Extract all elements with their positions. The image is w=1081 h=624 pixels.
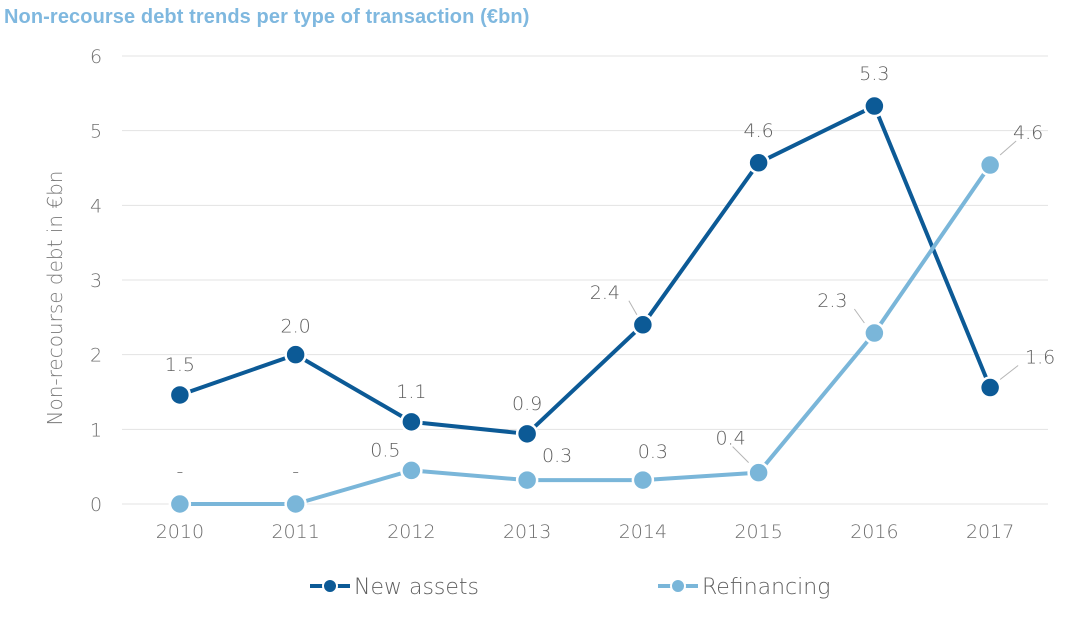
series-new-assets bbox=[168, 94, 1002, 446]
y-tick-label: 2 bbox=[90, 345, 102, 367]
data-label: 0.5 bbox=[370, 439, 400, 461]
gridlines bbox=[122, 55, 1048, 505]
x-tick-label: 2014 bbox=[619, 521, 667, 543]
data-label: - bbox=[176, 461, 183, 483]
label-leader-line bbox=[732, 446, 749, 463]
data-point bbox=[863, 94, 886, 118]
data-point bbox=[978, 376, 1002, 399]
x-tick-label: 2011 bbox=[271, 521, 319, 543]
legend-item-new-assets: New assets bbox=[310, 575, 479, 600]
x-tick-label: 2017 bbox=[966, 521, 1014, 543]
legend-label: Refinancing bbox=[702, 575, 830, 600]
data-label: 0.3 bbox=[638, 441, 668, 463]
data-point bbox=[168, 492, 192, 516]
data-label: 2.0 bbox=[281, 316, 311, 338]
data-label: 0.3 bbox=[542, 445, 572, 467]
data-point bbox=[978, 153, 1002, 177]
data-point bbox=[747, 461, 770, 484]
x-tick-label: 2010 bbox=[156, 521, 204, 543]
data-label: 1.5 bbox=[165, 354, 195, 376]
data-label: 0.9 bbox=[512, 393, 542, 415]
legend-swatch-marker bbox=[322, 578, 338, 594]
y-tick-label: 1 bbox=[90, 419, 102, 441]
y-tick-label: 6 bbox=[90, 46, 102, 68]
data-point bbox=[284, 492, 307, 516]
data-label: 4.6 bbox=[1013, 122, 1043, 144]
data-point bbox=[631, 313, 655, 337]
series-line bbox=[179, 104, 992, 436]
legend-swatch-marker bbox=[670, 578, 686, 594]
y-tick-label: 4 bbox=[90, 195, 102, 217]
data-label: 2.3 bbox=[817, 290, 847, 312]
chart-title: Non-recourse debt trends per type of tra… bbox=[4, 6, 530, 28]
data-label: 1.1 bbox=[396, 381, 426, 403]
data-label: 4.6 bbox=[744, 120, 774, 142]
data-point bbox=[747, 151, 770, 175]
x-axis-ticks: 2010 2011 2012 2013 2014 2015 2016 2017 bbox=[156, 521, 1015, 543]
legend: New assets Refinancing bbox=[310, 575, 830, 600]
data-point bbox=[400, 459, 423, 482]
data-label: - bbox=[292, 461, 299, 483]
data-point bbox=[515, 468, 539, 492]
y-axis-ticks: 0 1 2 3 4 5 6 bbox=[90, 46, 102, 516]
label-leader-line bbox=[628, 300, 638, 316]
data-label: 1.6 bbox=[1025, 347, 1055, 369]
x-tick-label: 2013 bbox=[503, 521, 551, 543]
y-tick-label: 5 bbox=[90, 121, 102, 143]
data-label: 0.4 bbox=[716, 428, 746, 450]
series-line bbox=[179, 163, 992, 506]
data-point bbox=[863, 321, 886, 345]
data-point bbox=[631, 468, 655, 492]
y-tick-label: 0 bbox=[90, 494, 102, 516]
data-point bbox=[400, 410, 423, 434]
data-label: 5.3 bbox=[859, 63, 889, 85]
legend-item-refinancing: Refinancing bbox=[658, 575, 830, 600]
legend-label: New assets bbox=[354, 575, 479, 600]
y-axis-label: Non-recourse debt in €bn bbox=[43, 171, 67, 426]
data-point bbox=[168, 383, 192, 407]
x-tick-label: 2015 bbox=[734, 521, 782, 543]
data-point bbox=[284, 343, 307, 366]
data-point bbox=[515, 422, 539, 446]
x-tick-label: 2016 bbox=[850, 521, 898, 543]
label-leader-line bbox=[999, 365, 1019, 380]
data-labels: 1.5 2.0 1.1 0.9 2.4 4.6 5.3 1.6 - - 0.5 0.3 0.3 0.4 2.… bbox=[165, 63, 1055, 483]
x-tick-label: 2012 bbox=[387, 521, 435, 543]
series-layer bbox=[168, 94, 1002, 516]
label-leader-line bbox=[853, 308, 865, 324]
y-tick-label: 3 bbox=[90, 270, 102, 292]
data-label: 2.4 bbox=[590, 282, 620, 304]
label-leader-line bbox=[999, 140, 1017, 156]
series-refinancing bbox=[168, 153, 1002, 516]
